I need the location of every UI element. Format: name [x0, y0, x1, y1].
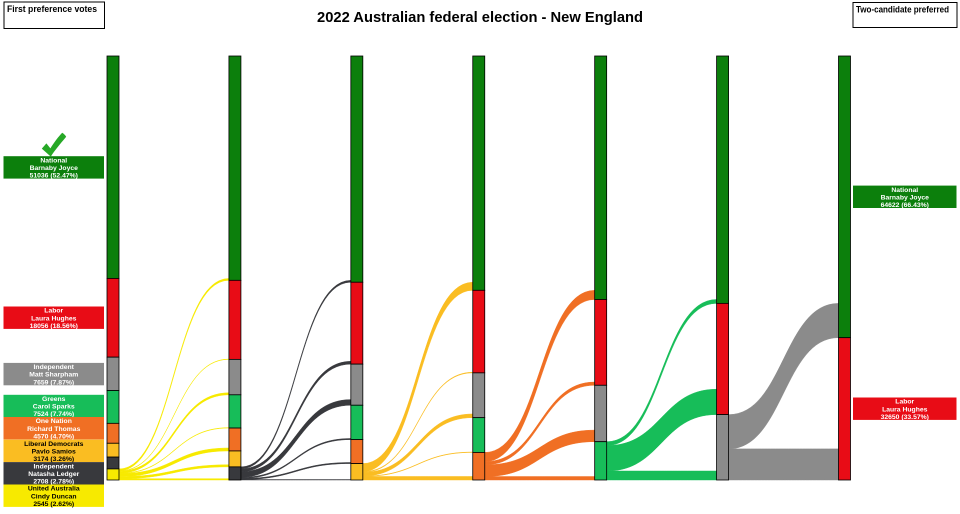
svg-text:32650 (33.57%): 32650 (33.57%): [881, 414, 929, 421]
svg-text:Natasha Ledger: Natasha Ledger: [28, 471, 79, 478]
svg-text:United Australia: United Australia: [28, 486, 80, 493]
svg-text:7524 (7.74%): 7524 (7.74%): [33, 411, 74, 418]
svg-text:18056 (18.56%): 18056 (18.56%): [30, 323, 78, 330]
svg-text:Greens: Greens: [42, 396, 66, 403]
svg-text:Two-candidate preferred: Two-candidate preferred: [856, 5, 949, 15]
svg-text:Laura Hughes: Laura Hughes: [882, 406, 928, 413]
svg-text:3174 (3.26%): 3174 (3.26%): [33, 456, 74, 463]
svg-text:One Nation: One Nation: [36, 418, 72, 425]
svg-text:Barnaby Joyce: Barnaby Joyce: [30, 165, 79, 172]
svg-text:First preference votes: First preference votes: [7, 4, 97, 14]
svg-text:Laura Hughes: Laura Hughes: [31, 315, 77, 322]
svg-text:64622 (66.43%): 64622 (66.43%): [881, 202, 929, 209]
svg-text:Labor: Labor: [44, 308, 63, 315]
svg-text:Independent: Independent: [34, 364, 75, 371]
svg-text:National: National: [891, 187, 918, 194]
svg-text:Pavlo Samios: Pavlo Samios: [32, 448, 76, 455]
svg-text:Cindy Duncan: Cindy Duncan: [31, 493, 77, 500]
svg-text:Matt Sharpham: Matt Sharpham: [29, 372, 78, 379]
svg-text:Labor: Labor: [895, 399, 914, 406]
svg-text:51036 (52.47%): 51036 (52.47%): [30, 173, 78, 180]
svg-text:Independent: Independent: [34, 463, 75, 470]
svg-text:Liberal Democrats: Liberal Democrats: [24, 441, 84, 448]
svg-text:Carol Sparks: Carol Sparks: [33, 404, 75, 411]
svg-text:Richard Thomas: Richard Thomas: [27, 426, 80, 433]
svg-text:Barnaby Joyce: Barnaby Joyce: [881, 194, 930, 201]
svg-text:2545 (2.62%): 2545 (2.62%): [33, 501, 74, 508]
svg-text:National: National: [40, 157, 67, 164]
svg-text:2022 Australian federal electi: 2022 Australian federal election - New E…: [317, 9, 643, 26]
svg-text:4570 (4.70%): 4570 (4.70%): [33, 433, 74, 440]
svg-text:7659 (7.87%): 7659 (7.87%): [33, 379, 74, 386]
svg-text:2708 (2.78%): 2708 (2.78%): [33, 479, 74, 486]
